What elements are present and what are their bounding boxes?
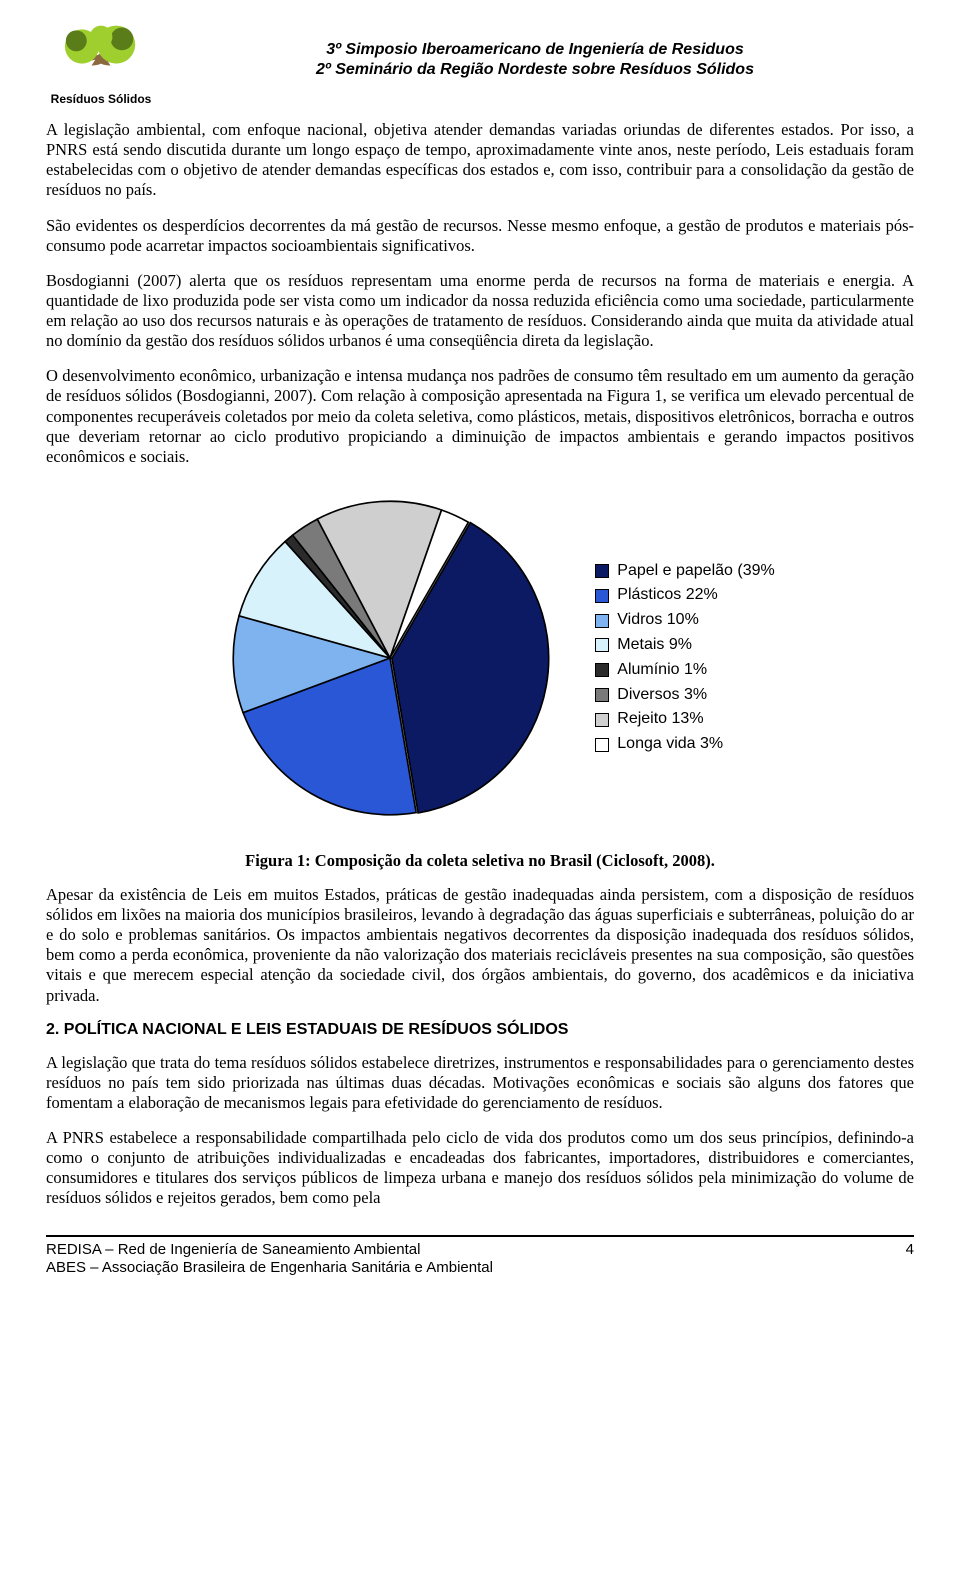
footer-left: REDISA – Red de Ingeniería de Saneamient…: [46, 1241, 493, 1279]
footer-line-1: REDISA – Red de Ingeniería de Saneamient…: [46, 1241, 493, 1260]
footer-line-2: ABES – Associação Brasileira de Engenhar…: [46, 1259, 493, 1278]
legend-swatch: [595, 688, 609, 702]
paragraph: A PNRS estabelece a responsabilidade com…: [46, 1128, 914, 1209]
legend-item: Longa vida 3%: [595, 732, 774, 757]
figure-1: Papel e papelão (39%Plásticos 22%Vidros …: [46, 489, 914, 871]
legend-label: Rejeito 13%: [617, 707, 703, 732]
section-heading: 2. POLÍTICA NACIONAL E LEIS ESTADUAIS DE…: [46, 1021, 914, 1039]
page-number: 4: [906, 1241, 914, 1258]
pie-chart: [225, 493, 555, 823]
legend-item: Rejeito 13%: [595, 707, 774, 732]
legend: Papel e papelão (39%Plásticos 22%Vidros …: [595, 559, 774, 757]
legend-label: Metais 9%: [617, 633, 692, 658]
paragraph: O desenvolvimento econômico, urbanização…: [46, 366, 914, 467]
legend-label: Plásticos 22%: [617, 583, 718, 608]
legend-item: Alumínio 1%: [595, 658, 774, 683]
paragraph: A legislação ambiental, com enfoque naci…: [46, 120, 914, 201]
header-line-1: 3º Simposio Iberoamericano de Ingeniería…: [156, 40, 914, 60]
paragraph: Bosdogianni (2007) alerta que os resíduo…: [46, 271, 914, 352]
legend-swatch: [595, 614, 609, 628]
page-header: Resíduos Sólidos 3º Simposio Iberoameric…: [46, 18, 914, 106]
legend-swatch: [595, 589, 609, 603]
legend-swatch: [595, 564, 609, 578]
document-body: A legislação ambiental, com enfoque naci…: [46, 120, 914, 1209]
legend-label: Papel e papelão (39%: [617, 559, 774, 584]
header-titles: 3º Simposio Iberoamericano de Ingeniería…: [156, 18, 914, 80]
figure-content: Papel e papelão (39%Plásticos 22%Vidros …: [46, 489, 914, 833]
paragraph: A legislação que trata do tema resíduos …: [46, 1053, 914, 1113]
legend-label: Diversos 3%: [617, 683, 707, 708]
legend-label: Vidros 10%: [617, 608, 699, 633]
legend-label: Longa vida 3%: [617, 732, 723, 757]
legend-item: Vidros 10%: [595, 608, 774, 633]
legend-swatch: [595, 738, 609, 752]
legend-swatch: [595, 638, 609, 652]
legend-item: Metais 9%: [595, 633, 774, 658]
figure-caption: Figura 1: Composição da coleta seletiva …: [46, 851, 914, 871]
legend-swatch: [595, 663, 609, 677]
page: Resíduos Sólidos 3º Simposio Iberoameric…: [0, 0, 960, 1304]
legend-item: Diversos 3%: [595, 683, 774, 708]
logo-label: Resíduos Sólidos: [51, 92, 152, 106]
legend-swatch: [595, 713, 609, 727]
logo: Resíduos Sólidos: [46, 18, 156, 106]
paragraph: São evidentes os desperdícios decorrente…: [46, 216, 914, 256]
legend-item: Papel e papelão (39%: [595, 559, 774, 584]
paragraph: Apesar da existência de Leis em muitos E…: [46, 885, 914, 1006]
tree-icon: [51, 18, 151, 94]
legend-label: Alumínio 1%: [617, 658, 707, 683]
legend-item: Plásticos 22%: [595, 583, 774, 608]
header-line-2: 2º Seminário da Região Nordeste sobre Re…: [156, 60, 914, 80]
page-footer: REDISA – Red de Ingeniería de Saneamient…: [46, 1235, 914, 1279]
